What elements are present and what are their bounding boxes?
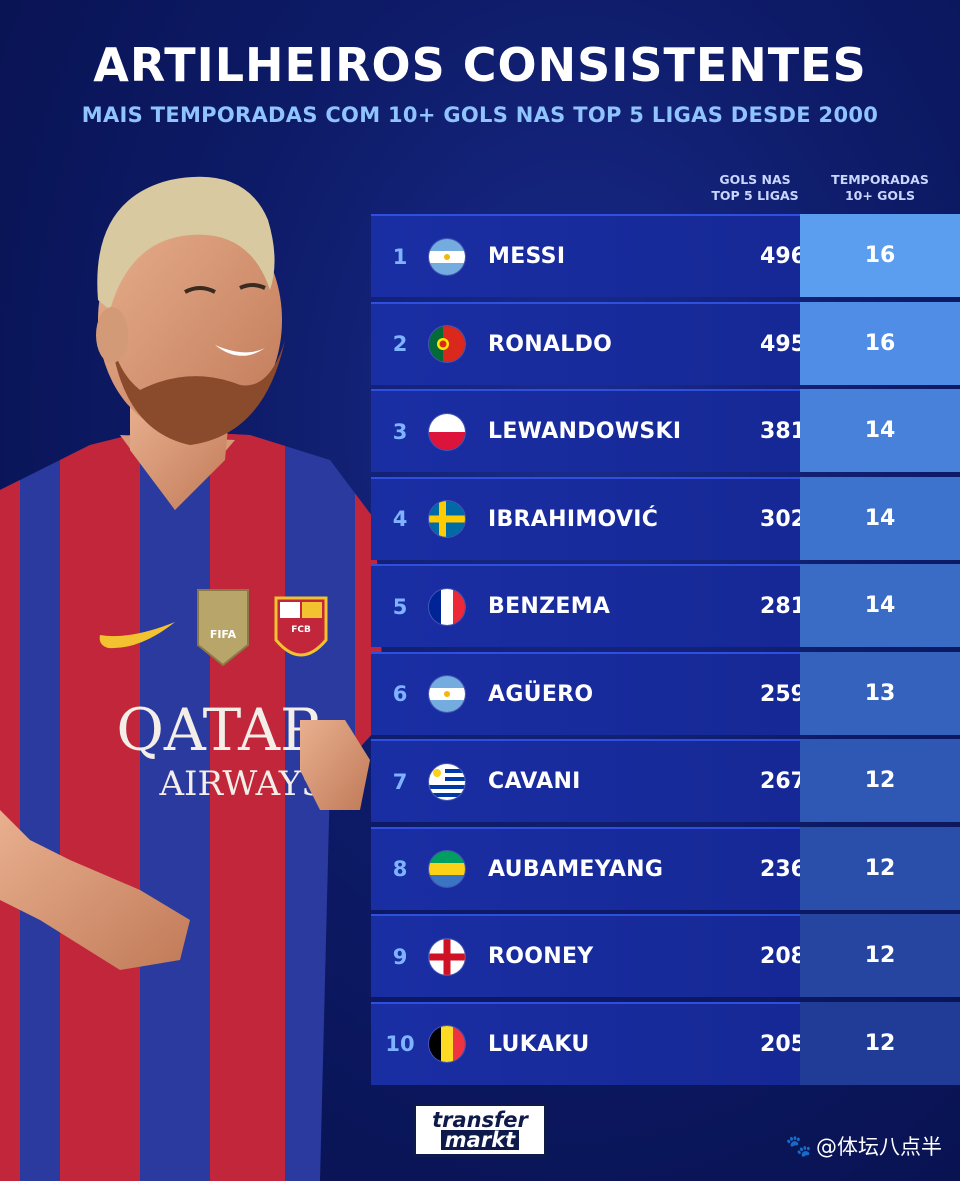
shirt-sponsor-line2: AIRWAYS <box>158 764 324 804</box>
table-row: 6 AGÜERO 259 13 <box>371 651 960 735</box>
table-row: 1 MESSI 496 16 <box>371 214 960 297</box>
argentina-flag-icon <box>429 676 465 712</box>
seasons-value: 14 <box>800 389 960 472</box>
uruguay-flag-icon <box>429 763 465 800</box>
rank: 7 <box>392 769 408 794</box>
goals-value: 205 <box>760 1031 806 1057</box>
player-name: LUKAKU <box>488 1031 590 1057</box>
fifa-badge-text: FIFA <box>210 628 237 641</box>
player-name: IBRAHIMOVIĆ <box>488 506 659 532</box>
player-name: ROONEY <box>488 944 594 969</box>
seasons-value: 14 <box>800 564 960 647</box>
player-name: AUBAMEYANG <box>488 856 664 882</box>
table-row: 3 LEWANDOWSKI 381 14 <box>371 389 960 472</box>
player-name: RONALDO <box>488 331 613 357</box>
goals-value: 281 <box>760 594 806 619</box>
shirt-sponsor-line1: QATAR <box>116 696 326 764</box>
fcb-crest-text: FCB <box>291 625 311 635</box>
transfermarkt-logo: transfer markt <box>413 1103 547 1157</box>
page-title: ARTILHEIROS CONSISTENTES <box>93 38 867 92</box>
france-flag-icon <box>429 588 465 625</box>
sweden-flag-icon <box>429 501 465 537</box>
rank: 2 <box>392 332 408 356</box>
column-header-seasons: TEMPORADAS 10+ GOLS <box>831 172 929 203</box>
goals-value: 236 <box>760 856 806 882</box>
table-row: 8 AUBAMEYANG 236 12 <box>371 826 960 910</box>
seasons-value: 16 <box>800 214 960 297</box>
goals-value: 208 <box>760 944 806 969</box>
argentina-flag-icon <box>429 238 465 275</box>
goals-value: 495 <box>760 331 806 357</box>
ranking-table: 1 MESSI 496 16 2 RONALDO 495 16 3 LEWANDOWSKI 381 1… <box>371 214 960 1089</box>
goals-value: 259 <box>760 681 806 707</box>
seasons-value: 14 <box>800 476 960 560</box>
rank: 6 <box>392 682 408 706</box>
player-name: AGÜERO <box>488 681 594 707</box>
england-flag-icon <box>429 938 465 975</box>
goals-value: 302 <box>760 506 806 532</box>
table-row: 5 BENZEMA 281 14 <box>371 564 960 647</box>
column-header-goals: GOLS NAS TOP 5 LIGAS <box>711 172 799 203</box>
rank: 10 <box>385 1032 415 1056</box>
table-row: 9 ROONEY 208 12 <box>371 914 960 997</box>
player-name: CAVANI <box>488 769 581 794</box>
table-row: 2 RONALDO 495 16 <box>371 301 960 385</box>
seasons-value: 13 <box>800 651 960 735</box>
gabon-flag-icon <box>429 851 465 887</box>
table-row: 10 LUKAKU 205 12 <box>371 1001 960 1085</box>
seasons-value: 12 <box>800 1001 960 1085</box>
rank: 8 <box>392 857 408 881</box>
rank: 5 <box>392 594 408 619</box>
goals-value: 381 <box>760 419 806 444</box>
rank: 3 <box>392 419 408 444</box>
rank: 4 <box>392 507 408 531</box>
player-name: BENZEMA <box>488 594 611 619</box>
goals-value: 496 <box>760 244 806 269</box>
player-name: LEWANDOWSKI <box>488 419 682 444</box>
player-illustration: FIFA FCB QATAR AIRWAYS <box>0 176 385 1181</box>
rank: 1 <box>392 244 408 269</box>
table-row: 4 IBRAHIMOVIĆ 302 14 <box>371 476 960 560</box>
seasons-value: 12 <box>800 739 960 822</box>
seasons-value: 12 <box>800 914 960 997</box>
poland-flag-icon <box>429 413 465 450</box>
table-row: 7 CAVANI 267 12 <box>371 739 960 822</box>
belgium-flag-icon <box>429 1026 465 1062</box>
rank: 9 <box>392 944 408 969</box>
goals-value: 267 <box>760 769 806 794</box>
watermark: 🐾 @体坛八点半 <box>785 1133 942 1160</box>
player-name: MESSI <box>488 244 566 269</box>
seasons-value: 16 <box>800 301 960 385</box>
page-subtitle: MAIS TEMPORADAS COM 10+ GOLS NAS TOP 5 L… <box>81 103 879 127</box>
portugal-flag-icon <box>429 326 465 362</box>
paw-icon: 🐾 <box>785 1133 812 1158</box>
seasons-value: 12 <box>800 826 960 910</box>
